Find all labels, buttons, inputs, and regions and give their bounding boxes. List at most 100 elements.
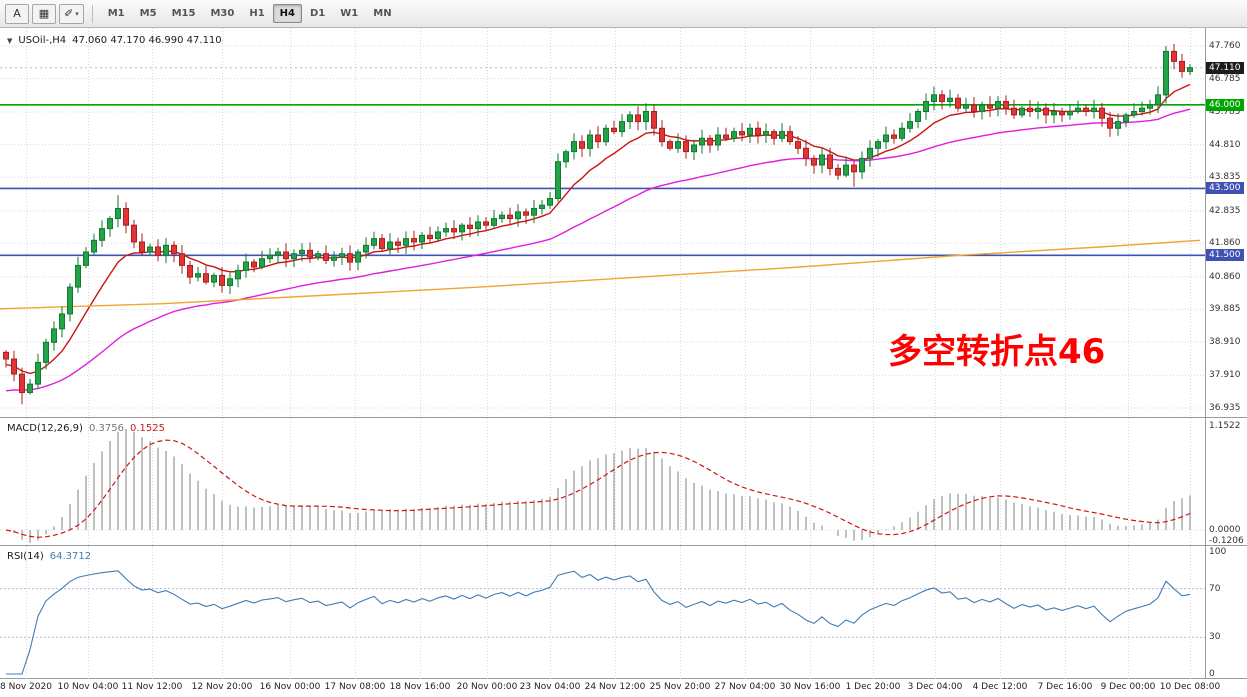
timeframe-W1[interactable]: W1 (333, 4, 365, 23)
candle (899, 127, 905, 139)
candle (795, 141, 801, 149)
candle (771, 131, 777, 139)
timeframe-H4[interactable]: H4 (272, 4, 302, 23)
rsi-axis-label: 70 (1209, 583, 1221, 594)
candle (1019, 107, 1025, 116)
candles (3, 43, 1193, 405)
time-axis-label: 20 Nov 00:00 (456, 682, 518, 692)
macd-axis[interactable]: 1.1522 0.0000 -0.1206 (1205, 418, 1247, 546)
draw-tool-button[interactable]: ✐ ▾ (59, 3, 84, 24)
candle (619, 121, 625, 133)
price-axis-label: 46.785 (1209, 73, 1241, 84)
candle (979, 104, 985, 113)
candle (547, 198, 553, 206)
rsi-axis-label: 0 (1209, 669, 1215, 679)
chart-symbol-label: USOil-,H4 (18, 35, 67, 46)
candle (155, 246, 161, 256)
candle (915, 111, 921, 122)
timeframe-M5[interactable]: M5 (133, 4, 164, 23)
chart-ohlc-values: 47.060 47.170 46.990 47.110 (72, 35, 222, 46)
candle (315, 253, 321, 258)
candle (755, 127, 761, 136)
macd-panel[interactable]: 1.1522 0.0000 -0.1206 MACD(12,26,9) 0.3756… (0, 418, 1247, 546)
candle (907, 121, 913, 129)
candle (299, 249, 305, 255)
candle (1099, 107, 1105, 119)
candle (1059, 111, 1065, 116)
candle (707, 137, 713, 146)
macd-signal-line (5, 439, 1191, 538)
candle (395, 241, 401, 246)
shapes-tool-button[interactable]: ▦ (32, 3, 56, 24)
candle (667, 141, 673, 149)
main-chart-panel[interactable]: 47.760 46.785 45.785 44.810 43.835 42.835 41.8… (0, 28, 1247, 418)
candle (1139, 107, 1145, 112)
price-axis-label: 40.860 (1209, 271, 1241, 282)
annotation-tool-button[interactable]: A (5, 3, 29, 24)
price-axis-label: 39.885 (1209, 304, 1241, 315)
timeframe-M15[interactable]: M15 (165, 4, 203, 23)
timeframe-H1[interactable]: H1 (242, 4, 271, 23)
candle (579, 141, 585, 149)
hline-price-badge: 41.500 (1206, 249, 1244, 262)
macd-axis-label: -0.1206 (1209, 535, 1244, 546)
candle (179, 253, 185, 266)
candle (307, 249, 313, 258)
candle (947, 97, 953, 102)
candle (339, 253, 345, 258)
candle (1123, 114, 1129, 123)
candle (59, 313, 65, 330)
time-axis[interactable]: 8 Nov 2020 10 Nov 04:00 11 Nov 12:00 12 Nov… (0, 679, 1247, 697)
candle (635, 114, 641, 123)
symbol-marker-icon: ▼ (7, 36, 13, 45)
time-axis-label: 16 Nov 00:00 (259, 682, 321, 692)
chart-annotation-text[interactable]: 多空转折点46 (888, 332, 1106, 372)
time-axis-label: 24 Nov 12:00 (584, 682, 646, 692)
time-axis-label: 9 Dec 00:00 (1100, 682, 1156, 692)
candle (1147, 104, 1153, 109)
candle (1091, 107, 1097, 112)
price-axis-label: 42.835 (1209, 205, 1241, 216)
candle (571, 141, 577, 153)
time-axis-label: 12 Nov 20:00 (191, 682, 253, 692)
main-price-axis[interactable]: 47.760 46.785 45.785 44.810 43.835 42.835 41.8… (1205, 28, 1247, 417)
candle (499, 214, 505, 219)
candle (963, 104, 969, 109)
candle (27, 383, 33, 394)
candle (875, 141, 881, 149)
rsi-plot[interactable] (0, 546, 1205, 679)
rsi-axis[interactable]: 100 70 30 0 (1205, 546, 1247, 679)
candle (939, 94, 945, 103)
rsi-panel[interactable]: 100 70 30 0 RSI(14) 64.3712 (0, 546, 1247, 679)
timeframe-MN[interactable]: MN (366, 4, 398, 23)
timeframe-group: M1 M5 M15 M30 H1 H4 D1 W1 MN (101, 4, 399, 23)
candle (163, 244, 169, 256)
timeframe-D1[interactable]: D1 (303, 4, 332, 23)
price-axis-label: 45.785 (1209, 107, 1241, 118)
candle (747, 127, 753, 136)
candle (187, 264, 193, 278)
macd-header: MACD(12,26,9) 0.3756 0.1525 (7, 423, 165, 434)
candle (1163, 50, 1169, 96)
candle (35, 361, 41, 385)
current-price-badge: 47.110 (1206, 61, 1244, 74)
candle (1027, 107, 1033, 112)
macd-plot[interactable] (0, 418, 1205, 546)
timeframe-M30[interactable]: M30 (203, 4, 241, 23)
timeframe-M1[interactable]: M1 (101, 4, 132, 23)
draw-tool-icon: ✐ (64, 7, 74, 20)
candle (683, 141, 689, 153)
macd-label: MACD(12,26,9) (7, 423, 83, 434)
candle (83, 251, 89, 266)
main-chart-plot[interactable] (0, 28, 1205, 418)
candle (1051, 111, 1057, 116)
candle (859, 157, 865, 173)
macd-signal-value: 0.1525 (129, 423, 165, 434)
price-axis-label: 38.910 (1209, 336, 1241, 347)
candle (603, 127, 609, 143)
candle (811, 157, 817, 166)
trend-ma-line (0, 239, 1201, 310)
candle (1083, 107, 1089, 112)
candle (507, 214, 513, 219)
